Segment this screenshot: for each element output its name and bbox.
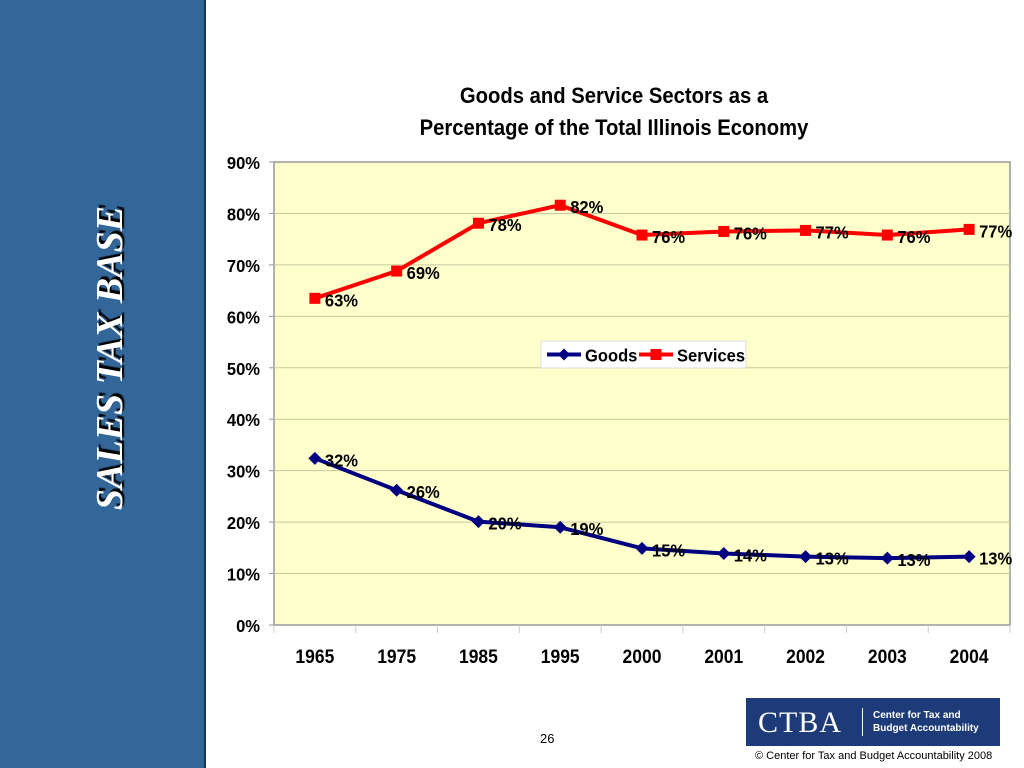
y-tick-label: 60%	[227, 307, 260, 328]
services-marker	[309, 292, 321, 304]
goods-data-label: 13%	[979, 548, 1012, 569]
x-tick-label: 2000	[623, 645, 662, 667]
y-tick-label: 80%	[227, 204, 260, 225]
chart-title: Goods and Service Sectors as a Percentag…	[307, 80, 922, 144]
legend-label-services: Services	[677, 345, 745, 366]
legend-marker-goods	[558, 348, 570, 361]
goods-data-label: 19%	[570, 519, 603, 540]
services-data-label: 63%	[325, 290, 358, 311]
y-tick-label: 50%	[227, 358, 260, 379]
page-number: 26	[540, 731, 555, 746]
logo-text: Center for Tax and Budget Accountability	[873, 709, 979, 735]
goods-data-label: 26%	[407, 482, 440, 503]
services-marker	[554, 199, 566, 211]
legend-label-goods: Goods	[585, 345, 637, 366]
x-tick-label: 2004	[950, 645, 990, 667]
services-marker	[800, 224, 812, 236]
services-marker	[881, 229, 893, 241]
services-marker	[718, 225, 730, 237]
services-data-label: 76%	[897, 226, 930, 247]
chart-title-line1: Goods and Service Sectors as a	[459, 83, 769, 108]
services-data-label: 78%	[488, 215, 521, 236]
goods-data-label: 13%	[816, 548, 849, 569]
services-data-label: 76%	[734, 223, 767, 244]
goods-marker	[471, 515, 485, 529]
goods-data-label: 15%	[652, 540, 685, 561]
chart-title-line2: Percentage of the Total Illinois Economy	[419, 115, 809, 140]
services-data-label: 82%	[570, 197, 603, 218]
goods-marker	[308, 451, 322, 465]
services-data-label: 69%	[407, 262, 440, 283]
x-tick-label: 1975	[377, 645, 416, 667]
copyright: © Center for Tax and Budget Accountabili…	[755, 750, 993, 762]
logo-text-line2: Budget Accountability	[873, 723, 979, 734]
x-tick-label: 1965	[295, 645, 334, 667]
services-data-label: 76%	[652, 226, 685, 247]
goods-data-label: 14%	[734, 545, 767, 566]
logo-divider	[862, 708, 863, 736]
services-marker	[472, 217, 484, 229]
y-tick-label: 0%	[236, 615, 260, 636]
y-tick-label: 70%	[227, 255, 260, 276]
y-tick-label: 30%	[227, 461, 260, 482]
y-tick-label: 20%	[227, 512, 260, 533]
logo-text-line1: Center for Tax and	[873, 710, 961, 721]
x-tick-label: 2002	[786, 645, 825, 667]
services-marker	[636, 229, 648, 241]
goods-marker	[962, 550, 976, 564]
goods-marker	[880, 551, 894, 565]
goods-marker	[390, 483, 404, 497]
services-marker	[963, 223, 975, 235]
goods-marker	[717, 546, 731, 560]
x-tick-label: 1995	[541, 645, 580, 667]
y-tick-label: 40%	[227, 410, 260, 431]
services-data-label: 77%	[979, 221, 1012, 242]
services-data-label: 77%	[816, 222, 849, 243]
y-tick-label: 10%	[227, 564, 260, 585]
sidebar: SALES TAX BASE	[0, 0, 206, 768]
goods-marker	[635, 541, 649, 555]
x-tick-label: 1985	[459, 645, 498, 667]
goods-data-label: 13%	[897, 549, 930, 570]
y-tick-label: 90%	[227, 152, 260, 173]
goods-marker	[799, 550, 813, 564]
x-tick-label: 2001	[704, 645, 743, 667]
x-tick-label: 2003	[868, 645, 907, 667]
logo-mark: CTBA	[758, 706, 843, 739]
goods-data-label: 20%	[488, 513, 521, 534]
goods-data-label: 32%	[325, 450, 358, 471]
goods-marker	[553, 520, 567, 534]
legend-marker-services	[650, 349, 662, 360]
ctba-logo: CTBA Center for Tax and Budget Accountab…	[746, 698, 1000, 746]
services-marker	[391, 265, 403, 277]
